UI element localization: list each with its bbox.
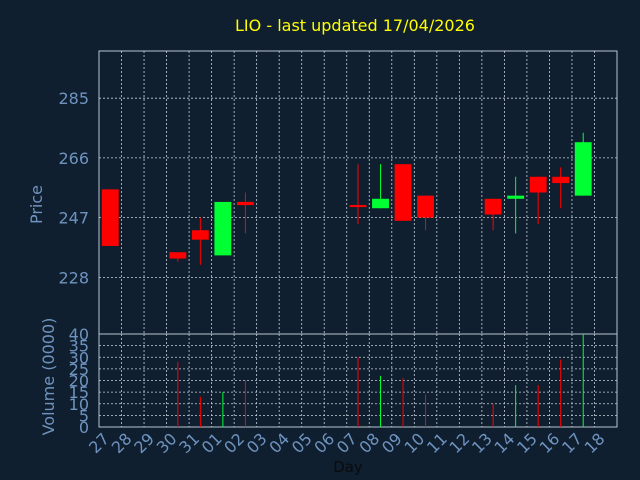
candle-body (574, 142, 592, 196)
volume-tick-label: 15 (69, 383, 89, 402)
volume-tick-label: 35 (69, 337, 89, 356)
volume-tick-label: 5 (79, 406, 89, 425)
candle-body (169, 252, 187, 259)
candle-body (214, 201, 232, 256)
x-axis-label: Day (333, 458, 363, 476)
price-tick-label: 247 (58, 209, 89, 228)
candle-body (236, 201, 254, 206)
candle-body (484, 198, 502, 215)
price-tick-label: 228 (58, 268, 89, 287)
volume-tick-label: 25 (69, 360, 89, 379)
volume-tick-label: 10 (69, 395, 89, 414)
candle-body (372, 198, 389, 209)
volume-axis-label: Volume (0000) (39, 318, 58, 436)
candle-body (394, 164, 412, 221)
price-panel: 228 247 266 285 Price (27, 50, 618, 335)
candle-body (191, 230, 209, 240)
candle-body (552, 176, 570, 184)
candle-body (349, 205, 367, 208)
volume-tick-label: 0 (79, 418, 89, 437)
candle-body (507, 195, 525, 199)
chart-title: LIO - last updated 17/04/2026 (235, 16, 475, 35)
price-tick-label: 285 (58, 89, 89, 108)
candle-body (417, 195, 435, 218)
candle-body (529, 176, 547, 193)
price-axis-label: Price (27, 185, 46, 224)
volume-tick-label: 40 (69, 325, 89, 344)
volume-tick-label: 30 (69, 348, 89, 367)
candle-body (101, 189, 119, 246)
price-tick-label: 266 (58, 149, 89, 168)
volume-tick-label: 20 (69, 372, 89, 391)
